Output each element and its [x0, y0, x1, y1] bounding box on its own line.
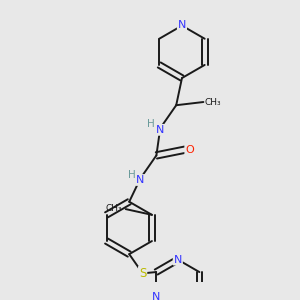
Text: H: H [147, 119, 155, 129]
Text: N: N [136, 175, 145, 185]
Text: N: N [152, 292, 160, 300]
Text: CH₃: CH₃ [105, 204, 122, 213]
Text: CH₃: CH₃ [205, 98, 222, 106]
Text: S: S [139, 267, 146, 280]
Text: N: N [174, 255, 182, 265]
Text: N: N [156, 125, 164, 135]
Text: H: H [128, 169, 135, 180]
Text: N: N [178, 20, 186, 30]
Text: O: O [185, 145, 194, 154]
